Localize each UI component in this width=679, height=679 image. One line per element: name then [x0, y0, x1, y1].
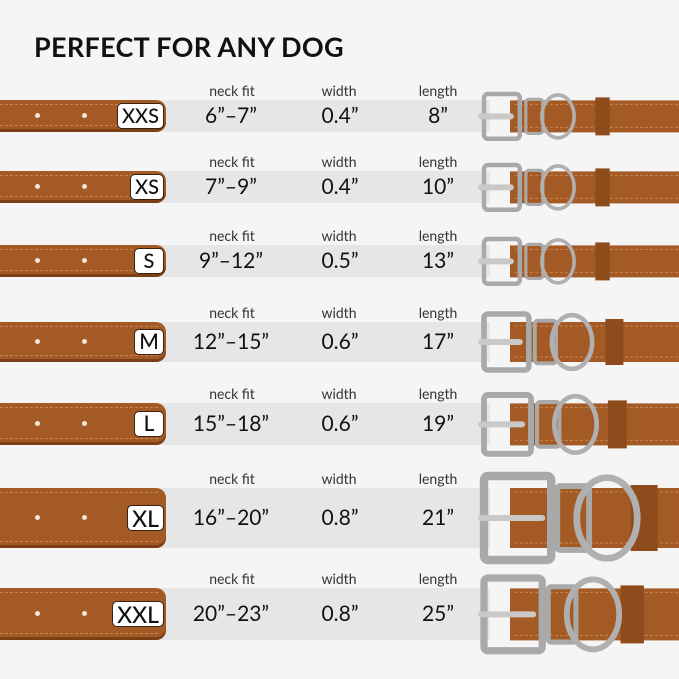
size-badge: L [134, 411, 164, 437]
buckle-collar-image [478, 236, 679, 286]
width-value: 0.4” [321, 174, 359, 199]
row-band [150, 588, 490, 640]
length-label: length [418, 82, 458, 99]
row-band [150, 245, 490, 277]
size-badge: M [134, 329, 164, 355]
length-value: 13” [421, 248, 455, 273]
row-band [150, 171, 490, 203]
length-value: 17” [421, 329, 455, 354]
neck-fit-value: 12”–15” [192, 329, 270, 354]
length-label: length [418, 153, 458, 170]
page-title: PERFECT FOR ANY DOG [34, 30, 344, 63]
size-badge: S [134, 248, 164, 274]
width-label: width [321, 304, 357, 321]
buckle-collar-image [478, 471, 679, 565]
buckle-collar-image [478, 391, 679, 457]
size-badge: XXL [112, 601, 164, 627]
neck-fit-label: neck fit [209, 385, 255, 402]
neck-fit-label: neck fit [209, 82, 255, 99]
length-value: 25” [421, 601, 455, 626]
length-value: 21” [421, 505, 455, 530]
neck-fit-value: 9”–12” [198, 248, 264, 273]
row-band [150, 322, 490, 362]
width-label: width [321, 227, 357, 244]
width-value: 0.8” [321, 601, 359, 626]
length-label: length [418, 304, 458, 321]
width-label: width [321, 385, 357, 402]
width-label: width [321, 470, 357, 487]
row-band [150, 488, 490, 548]
neck-fit-label: neck fit [209, 570, 255, 587]
neck-fit-label: neck fit [209, 470, 255, 487]
length-value: 10” [421, 174, 455, 199]
size-badge: XS [130, 174, 164, 200]
neck-fit-value: 20”–23” [192, 601, 270, 626]
width-value: 0.6” [321, 329, 359, 354]
length-value: 19” [421, 411, 455, 436]
neck-fit-value: 15”–18” [192, 411, 270, 436]
neck-fit-value: 6”–7” [205, 103, 257, 128]
buckle-collar-image [478, 91, 679, 141]
neck-fit-label: neck fit [209, 304, 255, 321]
row-band [150, 403, 490, 445]
width-value: 0.5” [321, 248, 359, 273]
length-label: length [418, 470, 458, 487]
size-badge: XL [127, 505, 164, 531]
width-value: 0.6” [321, 411, 359, 436]
neck-fit-label: neck fit [209, 227, 255, 244]
width-label: width [321, 82, 357, 99]
buckle-collar-image [478, 162, 679, 212]
buckle-collar-image [478, 311, 679, 373]
length-value: 8” [428, 103, 448, 128]
neck-fit-label: neck fit [209, 153, 255, 170]
width-value: 0.8” [321, 505, 359, 530]
length-label: length [418, 385, 458, 402]
size-badge: XXS [116, 103, 164, 129]
width-value: 0.4” [321, 103, 359, 128]
neck-fit-value: 16”–20” [192, 505, 270, 530]
width-label: width [321, 570, 357, 587]
neck-fit-value: 7”–9” [205, 174, 257, 199]
width-label: width [321, 153, 357, 170]
length-label: length [418, 570, 458, 587]
buckle-collar-image [478, 573, 679, 655]
row-band [150, 100, 490, 132]
length-label: length [418, 227, 458, 244]
